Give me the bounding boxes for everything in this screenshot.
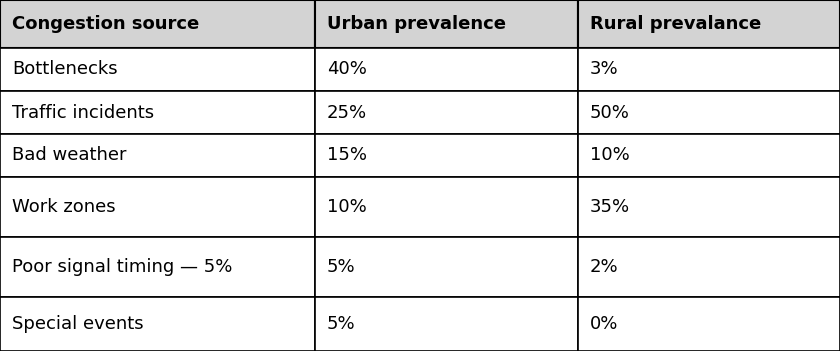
Text: Bottlenecks: Bottlenecks [12, 60, 118, 79]
Text: 35%: 35% [590, 198, 630, 216]
Bar [315, 177, 578, 237]
Text: 5%: 5% [327, 315, 355, 333]
Text: 0%: 0% [590, 315, 618, 333]
Text: 10%: 10% [590, 146, 629, 165]
Text: Urban prevalence: Urban prevalence [327, 15, 506, 33]
Bar [315, 297, 578, 351]
Bar [0, 297, 315, 351]
Text: Traffic incidents: Traffic incidents [12, 104, 154, 121]
Text: Work zones: Work zones [12, 198, 116, 216]
Bar [0, 0, 315, 48]
Text: 50%: 50% [590, 104, 629, 121]
Bar [0, 91, 315, 134]
Bar [578, 237, 840, 297]
Bar [0, 177, 315, 237]
Bar [0, 48, 315, 91]
Bar [315, 48, 578, 91]
Bar [578, 297, 840, 351]
Text: Poor signal timing — 5%: Poor signal timing — 5% [12, 258, 233, 276]
Bar [578, 177, 840, 237]
Bar [0, 237, 315, 297]
Text: 10%: 10% [327, 198, 367, 216]
Bar [578, 0, 840, 48]
Bar [315, 237, 578, 297]
Text: Bad weather: Bad weather [12, 146, 127, 165]
Bar [315, 134, 578, 177]
Text: 40%: 40% [327, 60, 367, 79]
Bar [315, 0, 578, 48]
Text: 25%: 25% [327, 104, 367, 121]
Bar [0, 134, 315, 177]
Text: 2%: 2% [590, 258, 618, 276]
Bar [578, 91, 840, 134]
Text: Special events: Special events [12, 315, 144, 333]
Bar [578, 48, 840, 91]
Text: 15%: 15% [327, 146, 367, 165]
Text: 3%: 3% [590, 60, 618, 79]
Bar [578, 134, 840, 177]
Bar [315, 91, 578, 134]
Text: Congestion source: Congestion source [12, 15, 199, 33]
Text: Rural prevalance: Rural prevalance [590, 15, 761, 33]
Text: 5%: 5% [327, 258, 355, 276]
